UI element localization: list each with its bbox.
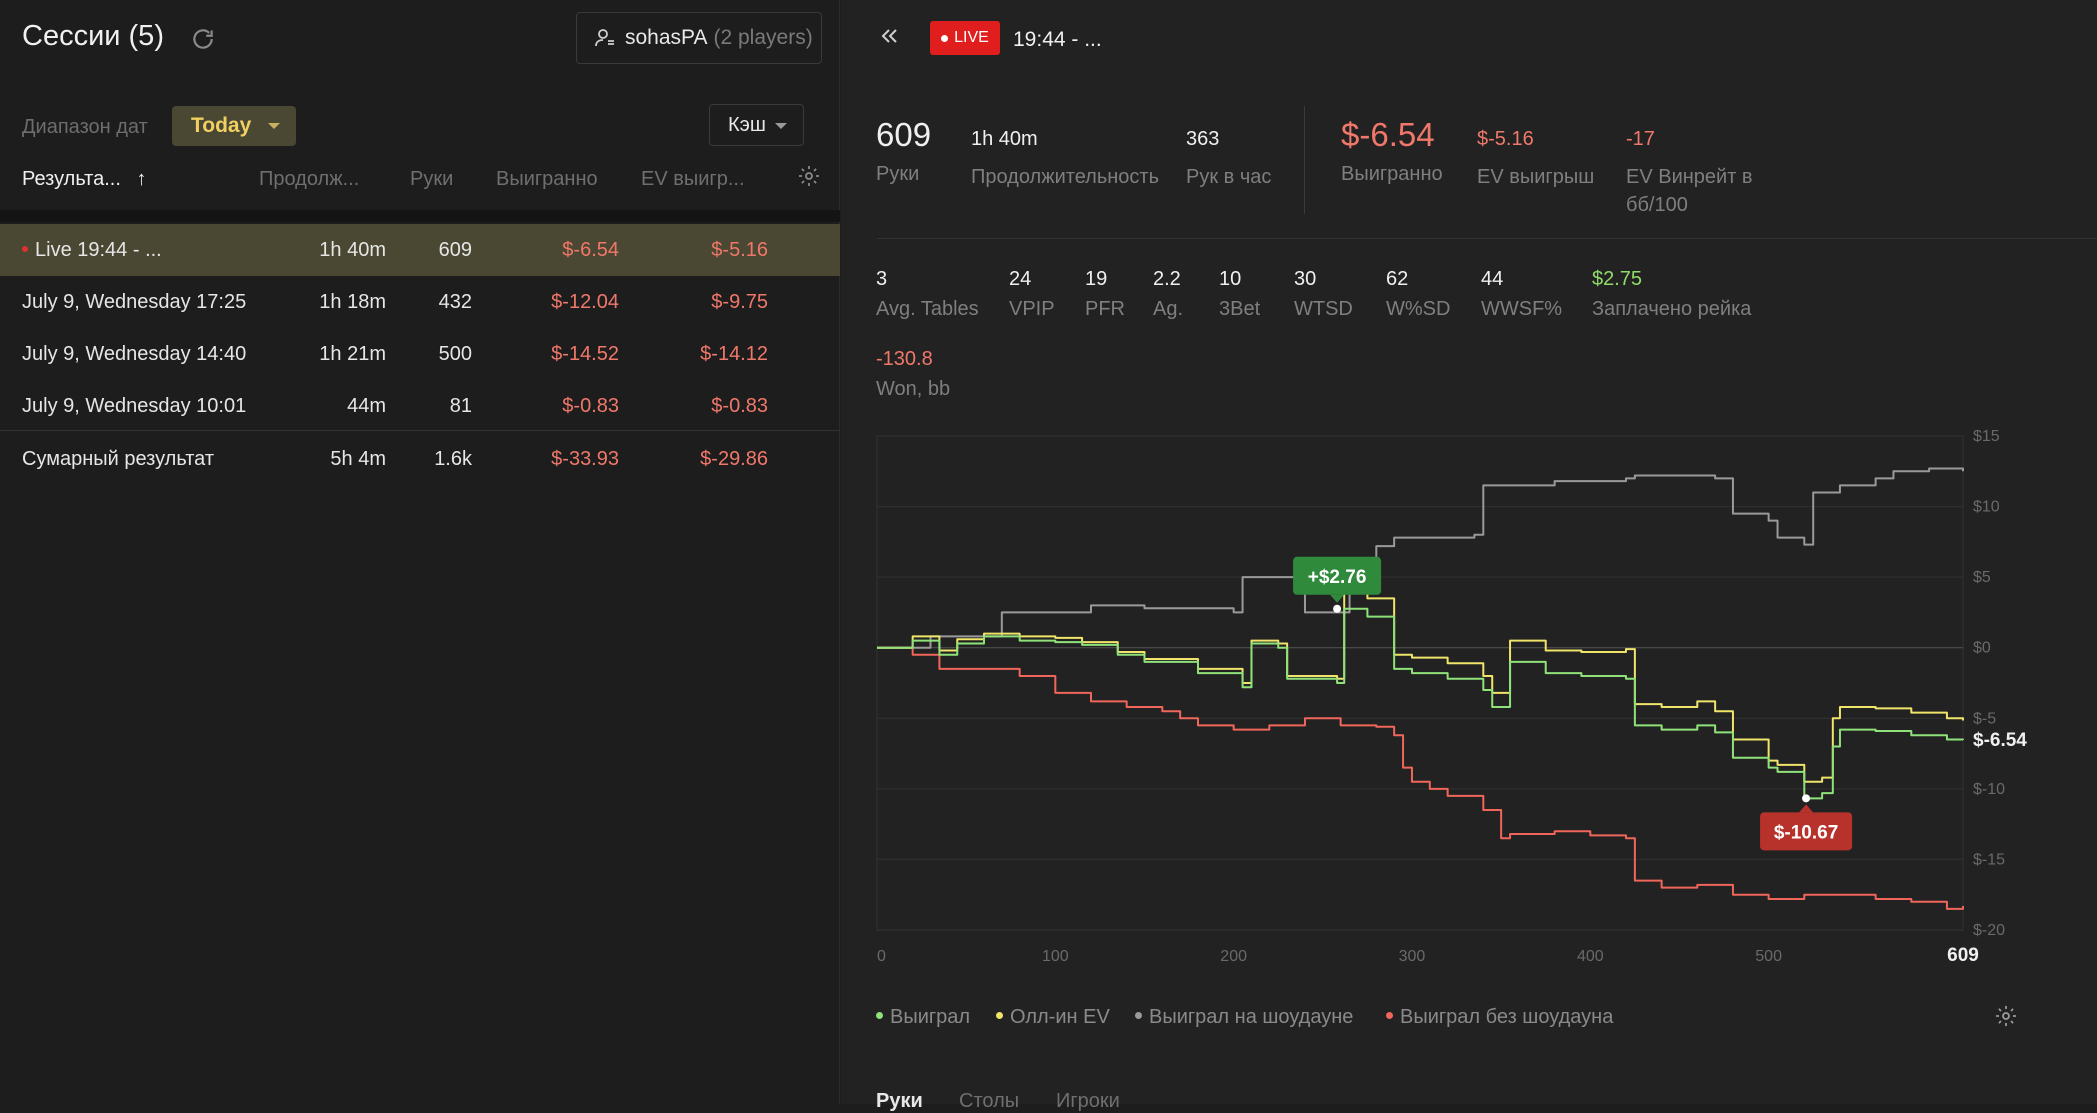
stat-aggression: 2.2 Ag.: [1153, 268, 1184, 320]
stat-hands: 609 Руки: [876, 116, 932, 185]
tab-tables[interactable]: Столы: [959, 1090, 1020, 1112]
y-tick-label: $10: [1973, 499, 2000, 516]
y-tick-label: $-20: [1973, 922, 2005, 939]
table-row[interactable]: July 9, Wednesday 14:40 1h 21m 500 $-14.…: [22, 343, 768, 365]
legend-dot-icon: [996, 1012, 1003, 1020]
end-value-label: $-6.54: [1973, 730, 2027, 751]
x-tick-label: 200: [1220, 948, 1247, 965]
stat-ev-winrate: -17 EV Винрейт в бб/100: [1626, 128, 1753, 216]
annotation-pointer: [1799, 804, 1814, 813]
column-header-hands[interactable]: Руки: [410, 168, 454, 190]
y-tick-label: $5: [1973, 569, 1991, 586]
session-detail-panel: LIVE 19:44 - ... 609 Руки 1h 40m Продолж…: [841, 0, 2097, 1112]
date-range-label: Диапазон дат: [22, 116, 148, 138]
series-line: [877, 467, 1964, 649]
annotation-label: +$2.76: [1308, 567, 1367, 588]
legend-dot-icon: [876, 1012, 883, 1020]
live-dot-icon: [941, 34, 949, 42]
stat-ev-won: $-5.16 EV выигрыш: [1477, 128, 1595, 188]
date-range-dropdown[interactable]: Today: [172, 106, 296, 146]
annotation-point: [1333, 604, 1342, 613]
total-separator: [0, 430, 840, 431]
stat-duration: 1h 40m Продолжительность: [971, 128, 1159, 188]
player-count: (2 players): [713, 26, 813, 49]
stat-avg-tables: 3 Avg. Tables: [876, 268, 979, 320]
chevron-down-icon: [775, 123, 787, 129]
annotation-badge: [1293, 556, 1382, 595]
stats-separator: [877, 238, 2097, 239]
stat-vpip: 24 VPIP: [1009, 268, 1055, 320]
live-dot-icon: [22, 245, 28, 252]
y-tick-label: $15: [1973, 430, 2000, 445]
stat-hands-per-hour: 363 Рук в час: [1186, 128, 1272, 188]
live-badge: LIVE: [930, 21, 1000, 55]
stat-pfr: 19 PFR: [1085, 268, 1125, 320]
sessions-title: Сессии (5): [22, 20, 164, 52]
annotation-pointer: [1330, 594, 1345, 603]
legend-dot-icon: [1386, 1012, 1393, 1020]
tab-players[interactable]: Игроки: [1056, 1090, 1120, 1112]
column-header-result[interactable]: Результа... ↑: [22, 168, 147, 190]
series-line: [877, 590, 1964, 783]
stat-wsd: 62 W%SD: [1386, 268, 1451, 320]
x-tick-label: 100: [1042, 948, 1069, 965]
legend-item-non-showdown[interactable]: Выиграл без шоудауна: [1386, 1006, 1613, 1029]
sort-arrow-icon: ↑: [136, 168, 147, 190]
total-row: Сумарный результат 5h 4m 1.6k $-33.93 $-…: [22, 448, 768, 470]
legend-item-showdown[interactable]: Выиграл на шоудауне: [1135, 1006, 1353, 1029]
table-row[interactable]: July 9, Wednesday 10:01 44m 81 $-0.83 $-…: [22, 395, 768, 417]
stat-rake-paid: $2.75 Заплачено рейка: [1592, 268, 1752, 320]
annotation-point: [1802, 794, 1811, 803]
legend-dot-icon: [1135, 1012, 1142, 1020]
session-title: 19:44 - ...: [1013, 28, 1102, 51]
annotation-label: $-10.67: [1774, 822, 1838, 843]
plot-frame: [876, 435, 1964, 931]
stat-3bet: 10 3Bet: [1219, 268, 1261, 320]
y-tick-label: $-10: [1973, 781, 2005, 798]
x-tick-label: 400: [1577, 948, 1604, 965]
x-tick-label: 500: [1755, 948, 1782, 965]
game-type-dropdown[interactable]: Кэш: [709, 104, 804, 146]
x-tick-label: 609: [1947, 945, 1979, 966]
x-tick-label: 0: [877, 948, 886, 965]
y-tick-label: $-5: [1973, 710, 1996, 727]
table-header-separator: [0, 210, 840, 222]
series-line: [877, 646, 1964, 910]
sessions-panel: Сессии (5) sohasPA (2 players) Диапазон …: [0, 0, 840, 1104]
stat-wwsf: 44 WWSF%: [1481, 268, 1563, 320]
table-row[interactable]: July 9, Wednesday 17:25 1h 18m 432 $-12.…: [22, 291, 768, 313]
game-type-value: Кэш: [728, 113, 766, 136]
table-row[interactable]: Live 19:44 - ... 1h 40m 609 $-6.54 $-5.1…: [0, 224, 840, 276]
stat-won-bb: -130.8 Won, bb: [876, 348, 951, 400]
gear-icon[interactable]: [1994, 1004, 2018, 1028]
refresh-icon[interactable]: [190, 26, 216, 52]
user-icon: [595, 29, 614, 47]
profit-chart: $15 $10 $5 $0 $-5 $-10 $-15 $-20 0 100 200 300 400 50…: [876, 430, 2027, 966]
stat-won: $-6.54 Выигранно: [1341, 116, 1443, 185]
annotation-badge: [1760, 812, 1853, 851]
stat-wtsd: 30 WTSD: [1294, 268, 1353, 320]
tab-hands[interactable]: Руки: [876, 1090, 923, 1112]
legend-item-allin-ev[interactable]: Олл-ин EV: [996, 1006, 1110, 1029]
y-tick-label: $0: [1973, 640, 1991, 657]
column-header-ev[interactable]: EV выигр...: [641, 168, 745, 190]
column-header-duration[interactable]: Продолж...: [259, 168, 360, 190]
x-tick-label: 300: [1399, 948, 1426, 965]
date-range-value: Today: [191, 114, 252, 137]
gear-icon[interactable]: [797, 164, 821, 188]
chevron-down-icon: [268, 123, 280, 129]
column-header-won[interactable]: Выигранно: [496, 168, 598, 190]
player-selector-button[interactable]: sohasPA (2 players): [576, 12, 822, 64]
legend-item-won[interactable]: Выиграл: [876, 1006, 970, 1029]
player-name: sohasPA: [625, 26, 708, 49]
stats-divider: [1304, 106, 1305, 214]
double-chevron-left-icon[interactable]: [877, 24, 901, 48]
y-tick-label: $-15: [1973, 851, 2005, 868]
series-line: [877, 607, 1964, 800]
